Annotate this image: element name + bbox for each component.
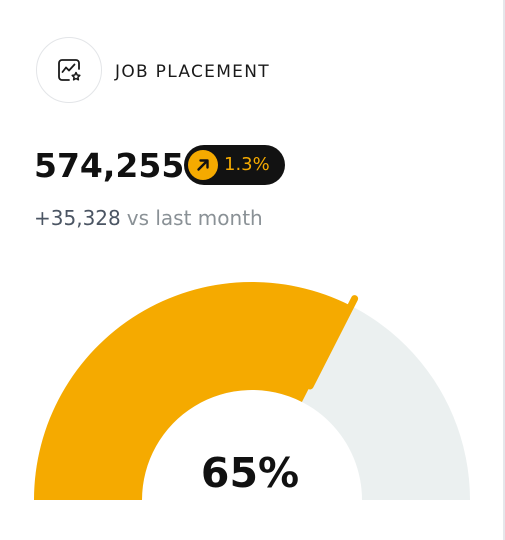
gauge-fill bbox=[34, 281, 351, 500]
card-icon-container bbox=[36, 37, 102, 103]
comparison-row: +35,328 vs last month bbox=[34, 205, 263, 231]
chart-badge-icon bbox=[58, 59, 81, 81]
arrow-up-right-icon bbox=[188, 150, 218, 180]
comparison-delta: +35,328 bbox=[34, 206, 121, 230]
comparison-label: vs last month bbox=[126, 206, 263, 230]
card-title: JOB PLACEMENT bbox=[115, 62, 270, 82]
change-percent: 1.3% bbox=[224, 154, 270, 175]
metric-value: 574,255 bbox=[34, 146, 185, 185]
gauge-value: 65% bbox=[200, 449, 300, 497]
gauge-marker bbox=[306, 295, 359, 390]
card-divider bbox=[503, 0, 505, 540]
change-badge: 1.3% bbox=[184, 145, 285, 185]
